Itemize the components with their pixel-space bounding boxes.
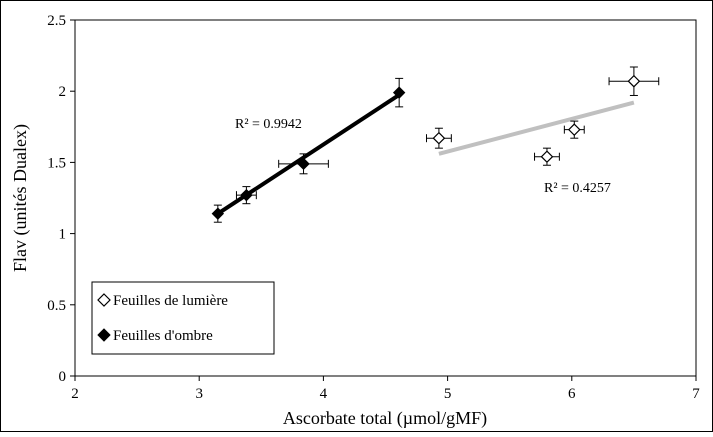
legend-label-shade: Feuilles d'ombre (113, 328, 213, 344)
y-tick-label: 0 (59, 369, 67, 385)
legend-hollow-diamond-icon (97, 293, 111, 307)
data-point-shade (297, 157, 310, 171)
legend-box (91, 281, 275, 355)
x-tick-label: 4 (320, 386, 328, 402)
data-point-shade (240, 188, 253, 202)
y-tick-label: 0.5 (47, 298, 66, 314)
legend: Feuilles de lumière Feuilles d'ombre (91, 281, 275, 355)
data-point-shade (392, 86, 406, 99)
x-tick-label: 5 (444, 386, 452, 402)
data-point-light (540, 150, 554, 164)
trendline-light (438, 100, 635, 156)
x-tick-label: 7 (692, 386, 700, 402)
axis-ticks: 2 3 4 5 6 7 0 0.5 1 1.5 2 2.5 (47, 13, 700, 402)
r2-label-shade: R² = 0.9942 (235, 117, 302, 132)
x-tick-label: 3 (195, 386, 203, 402)
legend-filled-diamond-icon (97, 328, 111, 342)
plot-area (74, 19, 697, 377)
x-tick-label: 6 (568, 386, 576, 402)
data-point-shade (211, 207, 225, 220)
x-axis-title: Ascorbate total (µmol/gMF) (283, 408, 487, 429)
y-tick-label: 1.5 (47, 155, 66, 171)
y-tick-label: 2 (59, 84, 67, 100)
x-tick-label: 2 (71, 386, 79, 402)
y-axis-title: Flav (unités Dualex) (10, 124, 31, 272)
data-point-light (627, 74, 641, 88)
data-point-light (432, 131, 446, 145)
r2-label-light: R² = 0.4257 (544, 181, 611, 196)
data-points (211, 74, 641, 220)
y-tick-label: 1 (59, 227, 67, 243)
data-point-light (567, 123, 581, 136)
y-tick-label: 2.5 (47, 13, 66, 29)
legend-label-light: Feuilles de lumière (113, 293, 228, 309)
